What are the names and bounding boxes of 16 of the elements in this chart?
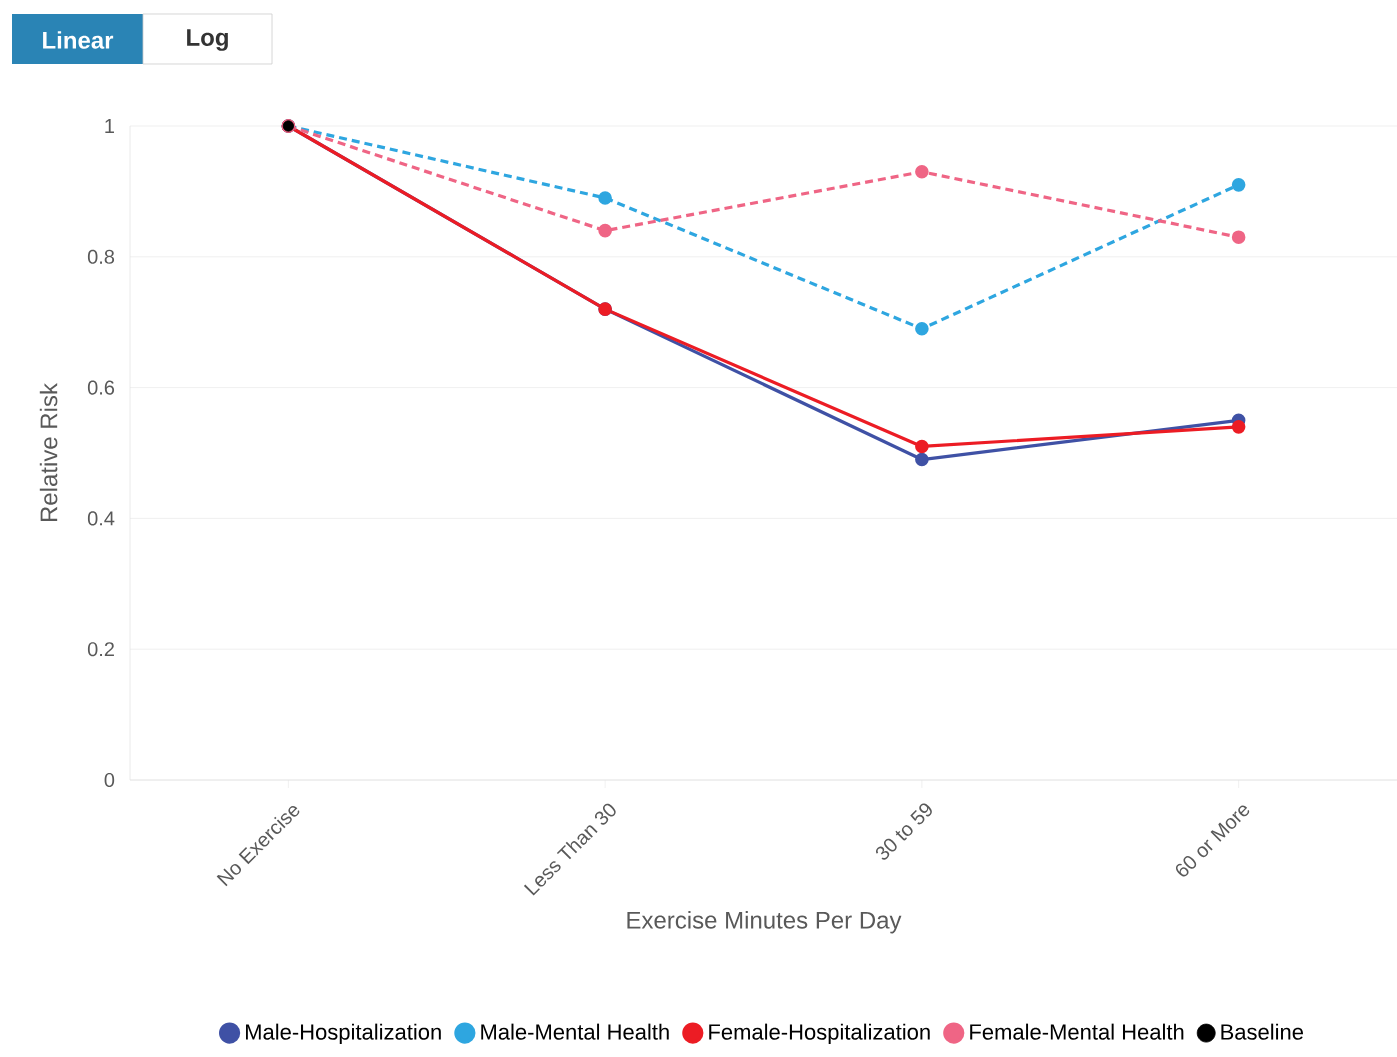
y-tick-label: 0.6	[87, 380, 115, 395]
legend-label: Female-Hospitalization	[709, 1023, 930, 1045]
legend-label: Baseline	[1221, 1023, 1303, 1040]
y-tick-label: 0	[104, 772, 115, 788]
x-tick-label: 30 to 59	[875, 803, 932, 860]
x-axis-title: Exercise Minutes Per Day	[627, 911, 902, 934]
y-tick-label: 0.8	[87, 249, 115, 264]
legend-label: Male-Hospitalization	[246, 1023, 441, 1045]
y-tick-label: 0.2	[87, 642, 114, 657]
y-axis-title: Relative Risk	[39, 382, 58, 522]
text: Linear	[43, 31, 114, 49]
text: Log	[187, 29, 228, 51]
legend-label: Male-Mental Health	[481, 1023, 669, 1040]
legend-label: Female-Mental Health	[970, 1023, 1184, 1040]
y-tick-label: 1	[105, 119, 114, 133]
y-tick-label: 0.4	[87, 511, 115, 526]
